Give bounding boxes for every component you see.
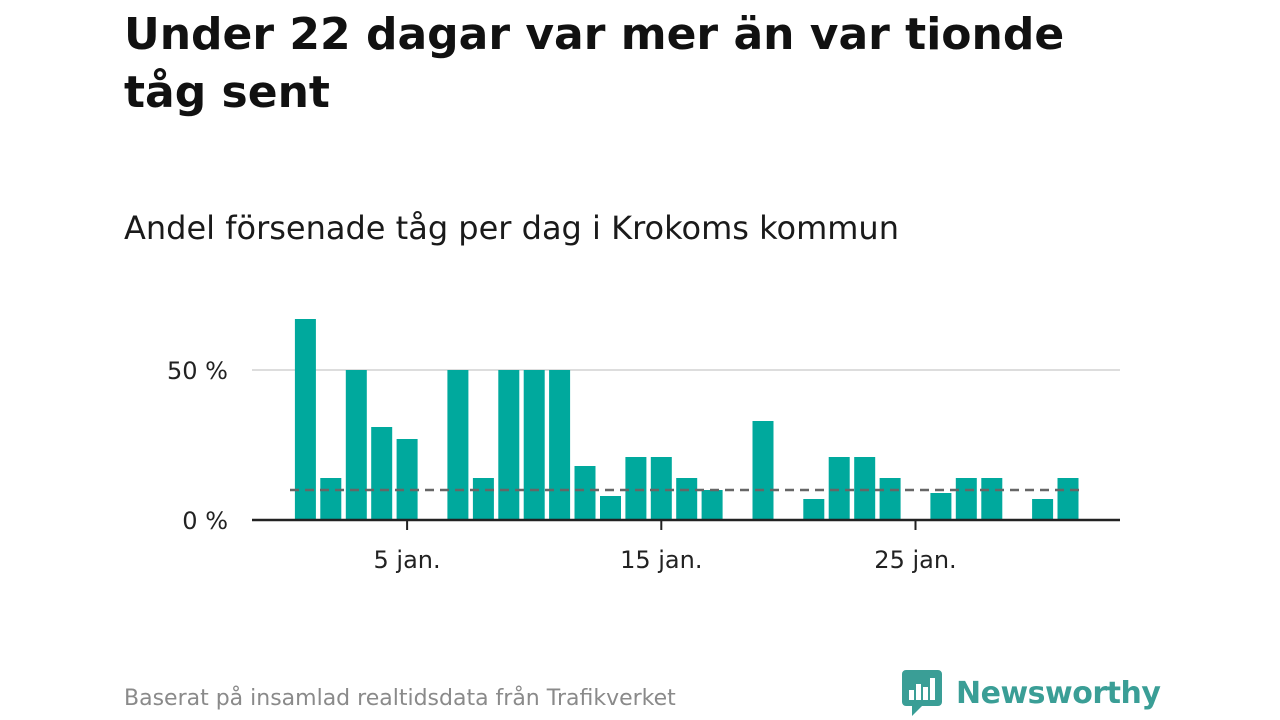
bar	[752, 421, 774, 520]
x-tick-label: 25 jan.	[874, 546, 956, 574]
bar	[650, 457, 672, 520]
bar	[1057, 478, 1079, 520]
bar	[803, 499, 825, 520]
bar	[981, 478, 1003, 520]
bar	[472, 478, 494, 520]
bar	[371, 427, 393, 520]
bar-chart: 0 % 50 % 5 jan. 15 jan. 25 jan.	[167, 319, 1120, 574]
x-axis	[252, 518, 1120, 530]
bar	[523, 370, 545, 520]
bar	[701, 490, 723, 520]
headline: Under 22 dagar var mer än var tionde tåg…	[124, 9, 1065, 118]
y-tick-label: 50 %	[167, 357, 228, 385]
bar	[676, 478, 698, 520]
bar	[345, 370, 367, 520]
bar	[955, 478, 977, 520]
bar	[1032, 499, 1054, 520]
bar	[600, 496, 621, 520]
y-tick-label: 0 %	[182, 507, 228, 535]
bar	[498, 370, 520, 520]
bar	[879, 478, 901, 520]
y-tick-labels: 0 % 50 %	[167, 357, 228, 535]
newsworthy-logo-icon	[902, 670, 942, 716]
x-tick-label: 5 jan.	[374, 546, 441, 574]
x-tick-labels: 5 jan. 15 jan. 25 jan.	[374, 546, 957, 574]
chart-subtitle: Andel försenade tåg per dag i Krokoms ko…	[124, 209, 899, 247]
bar	[320, 478, 342, 520]
bar	[574, 466, 596, 520]
brand-logo: Newsworthy	[902, 670, 1161, 716]
bar	[625, 457, 647, 520]
bar	[294, 319, 316, 520]
bar	[854, 457, 876, 520]
bar	[549, 370, 571, 520]
bar	[396, 439, 418, 520]
bar	[828, 457, 850, 520]
brand-name: Newsworthy	[956, 675, 1161, 711]
x-tick-label: 15 jan.	[620, 546, 702, 574]
bar	[447, 370, 469, 520]
bar	[930, 493, 952, 520]
source-note: Baserat på insamlad realtidsdata från Tr…	[124, 686, 676, 711]
bars	[294, 319, 1079, 520]
